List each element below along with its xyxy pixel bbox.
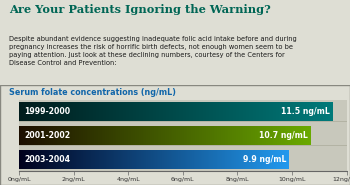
Text: 1999-2000: 1999-2000 (24, 107, 70, 116)
Text: 10.7 ng/mL: 10.7 ng/mL (259, 131, 308, 140)
Text: Serum folate concentrations (ng/mL): Serum folate concentrations (ng/mL) (9, 88, 176, 97)
Text: 9.9 ng/mL: 9.9 ng/mL (243, 155, 286, 164)
Text: 2003-2004: 2003-2004 (24, 155, 70, 164)
Text: 2001-2002: 2001-2002 (24, 131, 70, 140)
Text: Despite abundant evidence suggesting inadequate folic acid intake before and dur: Despite abundant evidence suggesting ina… (9, 36, 296, 65)
Text: Are Your Patients Ignoring the Warning?: Are Your Patients Ignoring the Warning? (9, 4, 271, 15)
Text: 11.5 ng/mL: 11.5 ng/mL (281, 107, 330, 116)
